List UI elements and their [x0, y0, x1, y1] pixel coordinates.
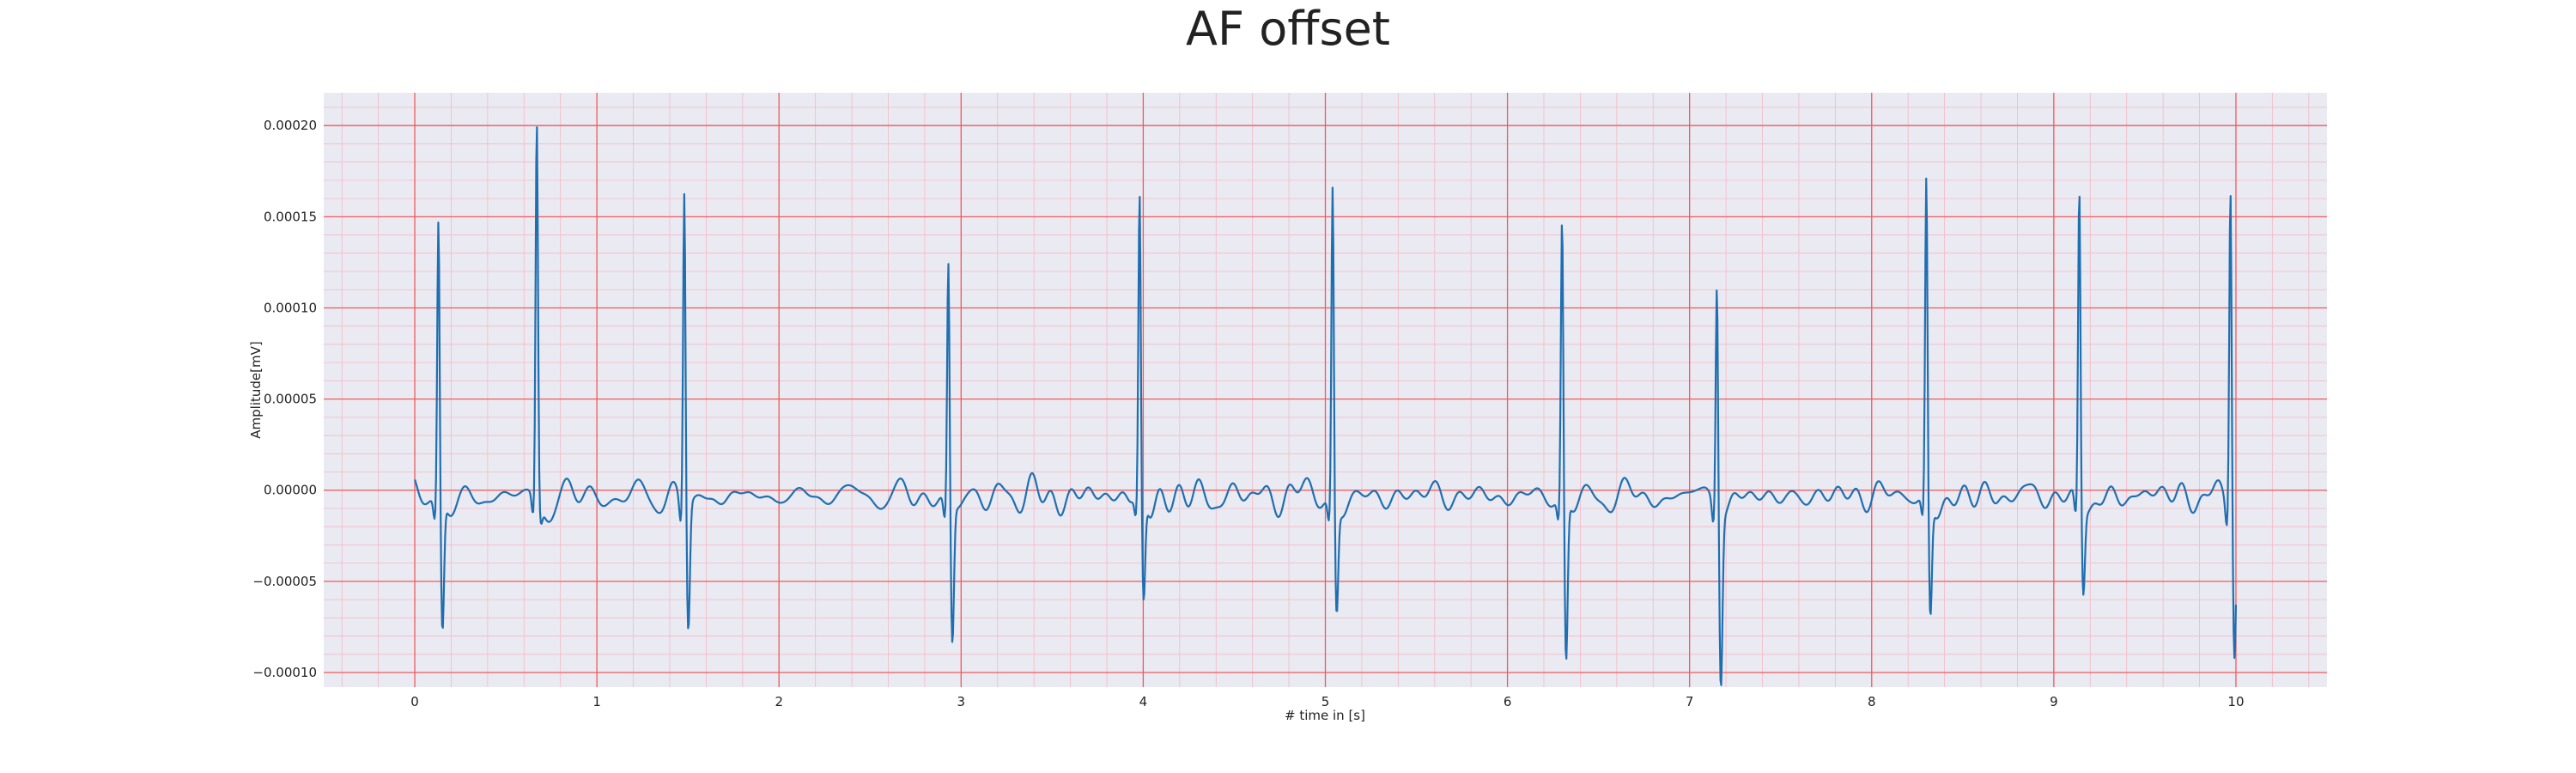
x-tick-label: 0: [410, 694, 419, 709]
y-tick-label: 0.00015: [264, 209, 317, 224]
chart-title: AF offset: [1186, 2, 1390, 56]
series-layer: [414, 126, 2238, 686]
x-tick-label: 7: [1686, 694, 1694, 709]
ecg-signal-line: [414, 126, 2238, 686]
x-tick-label: 2: [775, 694, 783, 709]
y-tick-label: −0.00010: [252, 665, 317, 680]
x-tick-label: 3: [957, 694, 966, 709]
y-tick-label: 0.00000: [264, 483, 317, 498]
x-tick-label: 1: [592, 694, 601, 709]
x-tick-label: 4: [1139, 694, 1148, 709]
x-tick-label: 10: [2227, 694, 2244, 709]
y-axis-label: Amplitude[mV]: [248, 341, 264, 438]
y-tick-label: 0.00020: [264, 118, 317, 133]
x-tick-label: 9: [2050, 694, 2058, 709]
x-axis-ticks: 0 1 2 3 4 5 6 7 8 9 10: [410, 694, 2244, 709]
y-tick-label: −0.00005: [252, 574, 317, 589]
x-tick-label: 8: [1868, 694, 1876, 709]
x-axis-label: # time in [s]: [1285, 708, 1365, 723]
major-grid: [324, 93, 2327, 687]
y-axis-ticks: −0.00010 −0.00005 0.00000 0.00005 0.00010 0.0…: [252, 118, 317, 680]
y-tick-label: 0.00010: [264, 300, 317, 315]
x-tick-label: 5: [1321, 694, 1330, 709]
x-tick-label: 6: [1504, 694, 1512, 709]
y-tick-label: 0.00005: [264, 392, 317, 407]
